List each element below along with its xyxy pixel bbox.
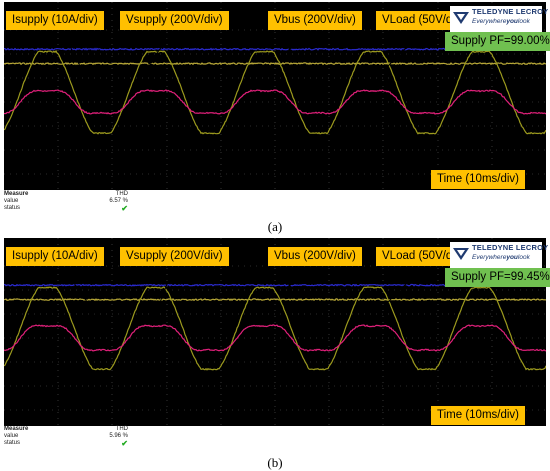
vbus-label: Vbus (200V/div) xyxy=(268,11,362,30)
lecroy-mark-icon xyxy=(453,12,469,24)
isupply-label: Isupply (10A/div) xyxy=(6,11,104,30)
trace-vsupply xyxy=(4,49,546,135)
thd-value: 6.57 % xyxy=(109,198,128,204)
measure-table-a: Measure value status THD 6.57 % ✔ xyxy=(2,191,202,221)
measure-value-label: value xyxy=(4,198,19,204)
pointer-arrow xyxy=(383,265,425,307)
thd-value: 5.96 % xyxy=(109,433,128,439)
teledyne-lecroy-logo: TELEDYNE LECROY Everywhereyoulook xyxy=(450,242,549,268)
measure-header: Measure xyxy=(4,191,29,197)
trace-vload xyxy=(4,297,546,302)
status-check-icon: ✔ xyxy=(121,439,128,448)
pointer-arrow xyxy=(288,265,300,287)
pointer-arrow xyxy=(148,29,175,65)
isupply-label: Isupply (10A/div) xyxy=(6,247,104,266)
oscilloscope-panel-a: Isupply (10A/div) Vsupply (200V/div) Vbu… xyxy=(4,2,550,190)
pointer-arrow xyxy=(61,265,105,327)
grid xyxy=(4,2,546,190)
teledyne-lecroy-logo: TELEDYNE LECROY Everywhereyoulook xyxy=(450,6,549,32)
pointer-arrow xyxy=(61,29,100,105)
measure-thd-column: THD 6.57 % ✔ xyxy=(98,191,128,213)
supply-pf-badge: Supply PF=99.45% xyxy=(445,268,550,287)
thd-param: THD xyxy=(115,426,128,432)
measure-status-label: status xyxy=(4,205,21,211)
measure-value-label: value xyxy=(4,433,19,439)
grid xyxy=(4,238,546,426)
measure-row-labels: Measure value status xyxy=(4,191,28,212)
trace-vload xyxy=(4,61,546,66)
caption-a: (a) xyxy=(267,219,283,234)
scope-plot xyxy=(4,2,546,190)
logo-tagline: Everywhereyoulook xyxy=(472,18,530,25)
caption-b: (b) xyxy=(267,455,283,470)
time-label: Time (10ms/div) xyxy=(431,170,525,189)
measure-header: Measure xyxy=(4,426,29,432)
supply-pf-badge: Supply PF=99.00% xyxy=(445,32,550,51)
logo-tagline: Everywhereyoulook xyxy=(472,254,530,261)
vload-label: VLoad (50V/div) xyxy=(376,247,471,266)
status-check-icon: ✔ xyxy=(121,204,128,213)
pointer-arrow xyxy=(383,29,425,71)
vbus-label: Vbus (200V/div) xyxy=(268,247,362,266)
measure-thd-column: THD 5.96 % ✔ xyxy=(98,426,128,448)
pointer-arrow xyxy=(152,265,175,319)
vsupply-label: Vsupply (200V/div) xyxy=(120,11,229,30)
scope-plot xyxy=(4,238,546,426)
trace-vsupply xyxy=(4,286,546,371)
pointer-arrow xyxy=(288,29,300,51)
vsupply-label: Vsupply (200V/div) xyxy=(120,247,229,266)
time-label: Time (10ms/div) xyxy=(431,406,525,425)
thd-param: THD xyxy=(115,191,128,197)
trace-isupply xyxy=(4,324,546,352)
vload-label: VLoad (50V/div) xyxy=(376,11,471,30)
measure-row-labels: Measure value status xyxy=(4,426,28,447)
measure-status-label: status xyxy=(4,440,21,446)
trace-isupply xyxy=(4,89,546,115)
logo-brand: TELEDYNE LECROY xyxy=(472,243,549,252)
logo-brand: TELEDYNE LECROY xyxy=(472,7,549,16)
lecroy-mark-icon xyxy=(453,248,469,260)
oscilloscope-panel-b: Isupply (10A/div) Vsupply (200V/div) Vbu… xyxy=(4,238,550,426)
measure-table-b: Measure value status THD 5.96 % ✔ xyxy=(2,426,202,456)
